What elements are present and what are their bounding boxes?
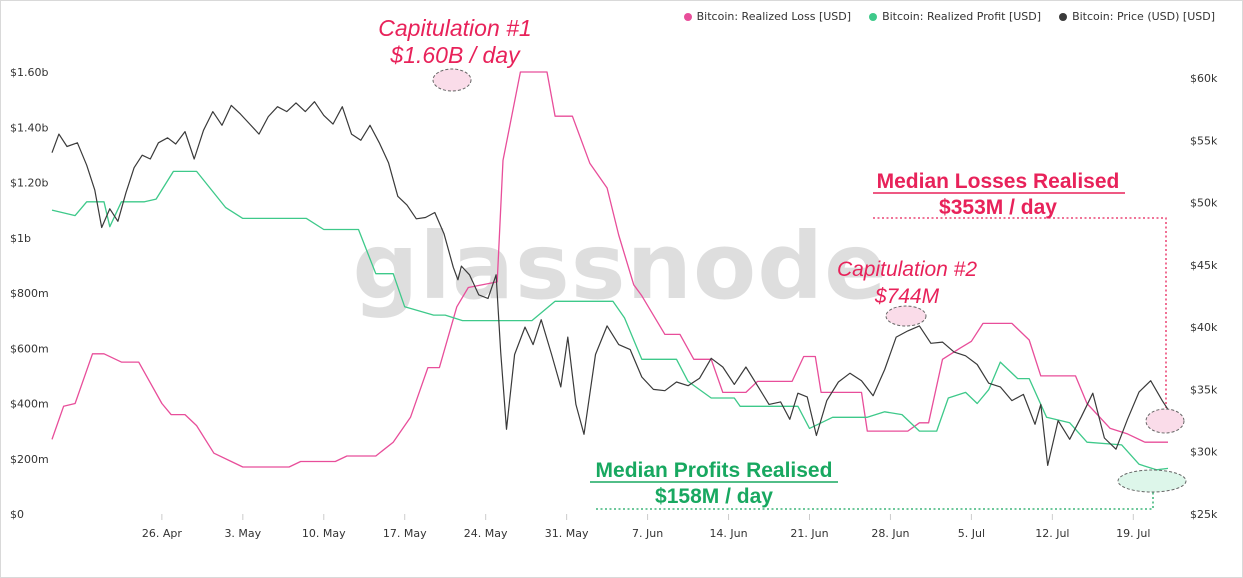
y-left-tick-label: $600m [10,342,49,355]
median-loss-highlight [1145,408,1185,434]
x-tick-label: 12. Jul [1035,527,1069,540]
series-line-realized-loss [51,71,1168,468]
y-right-tick-label: $45k [1190,259,1218,272]
x-tick-label: 3. May [224,527,261,540]
legend-label-price: Bitcoin: Price (USD) [USD] [1072,10,1215,23]
y-left-tick-label: $800m [10,287,49,300]
y-right-tick-label: $30k [1190,446,1218,459]
median-profit-guide-line [596,490,1154,510]
y-left-tick-label: $1.20b [10,177,48,190]
y-right-tick-label: $60k [1190,72,1218,85]
y-left-tick-label: $1b [10,232,31,245]
legend-label-profit: Bitcoin: Realized Profit [USD] [882,10,1042,23]
legend-item-loss[interactable]: Bitcoin: Realized Loss [USD] [683,10,852,23]
capitulation-1-highlight [432,68,472,92]
series-line-price [51,101,1169,466]
y-right-tick-label: $50k [1190,197,1218,210]
x-tick-label: 24. May [464,527,508,540]
y-right-tick-label: $40k [1190,321,1218,334]
x-tick-label: 19. Jul [1116,527,1150,540]
series-line-realized-profit [51,170,1169,471]
median-profit-title: Median Profits Realised [596,459,833,482]
x-tick-label: 5. Jul [958,527,985,540]
median-profit-value: $158M / day [655,485,773,508]
capitulation-2-title: Capitulation #2 [837,258,977,281]
x-tick-label: 7. Jun [632,527,663,540]
capitulation-2-highlight [885,305,927,327]
median-loss-value: $353M / day [939,196,1057,219]
y-right-tick-label: $55k [1190,134,1218,147]
x-tick-label: 10. May [302,527,346,540]
x-tick-label: 17. May [383,527,427,540]
x-tick-label: 14. Jun [709,527,747,540]
y-right-tick-label: $25k [1190,508,1218,521]
y-left-tick-label: $0 [10,508,24,521]
legend-label-loss: Bitcoin: Realized Loss [USD] [696,10,852,23]
median-loss-title: Median Losses Realised [877,170,1120,193]
y-left-tick-label: $1.40b [10,121,48,134]
capitulation-2-value: $744M [874,285,940,308]
x-tick-label: 26. Apr [142,527,182,540]
legend-dot-price [1059,12,1068,21]
x-tick-label: 31. May [545,527,589,540]
legend-dot-profit [869,12,878,21]
capitulation-1-value: $1.60B / day [389,42,521,68]
legend-item-price[interactable]: Bitcoin: Price (USD) [USD] [1059,10,1215,23]
x-tick-label: 28. Jun [871,527,909,540]
median-loss-guide-line [873,217,1167,408]
legend-item-profit[interactable]: Bitcoin: Realized Profit [USD] [869,10,1041,23]
y-left-tick-label: $200m [10,453,49,466]
chart-legend: Bitcoin: Realized Loss [USD] Bitcoin: Re… [683,10,1215,23]
median-profit-highlight [1117,469,1187,493]
y-right-tick-label: $35k [1190,383,1218,396]
capitulation-1-title: Capitulation #1 [378,15,531,41]
y-left-tick-label: $1.60b [10,66,48,79]
y-left-tick-label: $400m [10,398,49,411]
watermark-text: glassnode [353,213,888,320]
legend-dot-loss [683,12,692,21]
x-tick-label: 21. Jun [790,527,828,540]
